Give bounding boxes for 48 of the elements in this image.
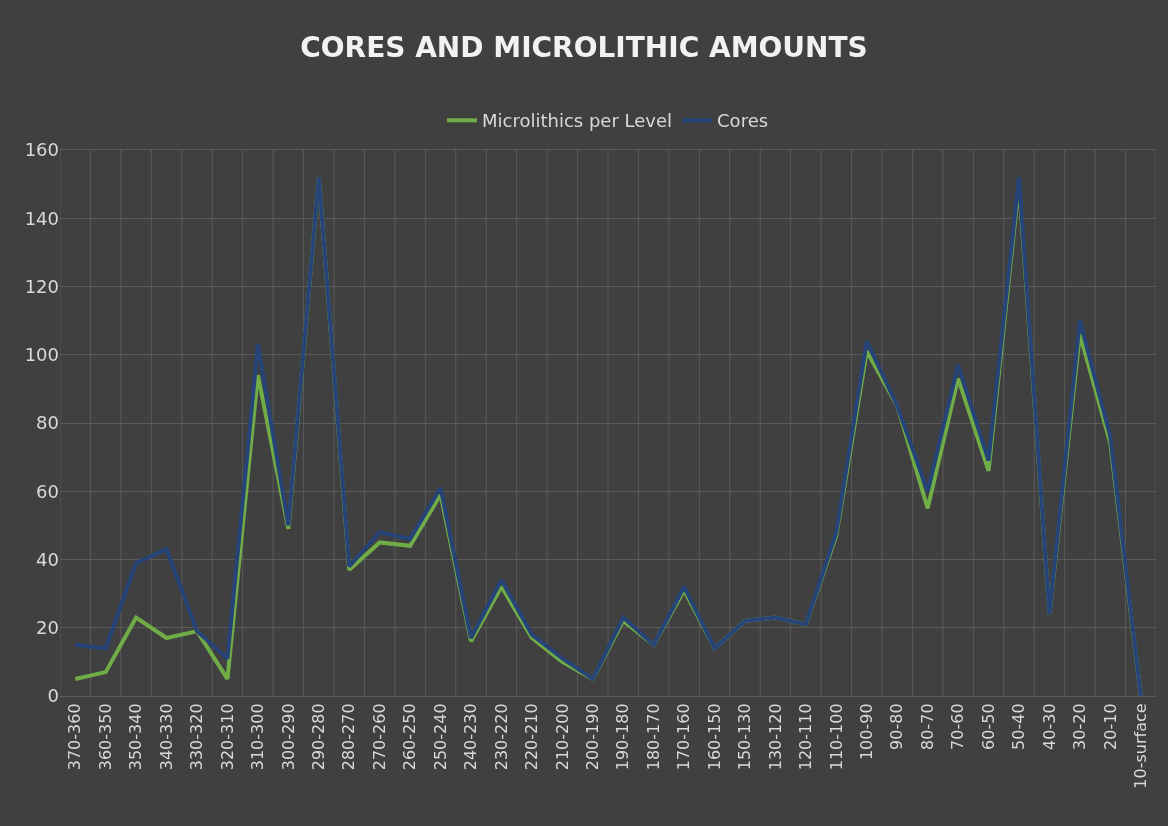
y-tick-label: 20 — [36, 617, 59, 639]
y-tick-label: 40 — [36, 548, 59, 570]
x-tick-label: 330-320 — [187, 703, 207, 771]
x-tick-label: 320-310 — [217, 703, 237, 771]
y-tick-label: 140 — [24, 207, 59, 229]
x-tick-label: 210-200 — [552, 703, 572, 771]
x-tick-label: 40-30 — [1039, 703, 1059, 750]
x-tick-label: 230-220 — [491, 703, 511, 771]
y-tick-label: 100 — [24, 344, 59, 366]
x-tick-label: 260-250 — [400, 703, 420, 771]
y-tick-label: 0 — [47, 685, 59, 707]
x-tick-label: 90-80 — [887, 703, 907, 750]
chart-title: CORES AND MICROLITHIC AMOUNTS — [300, 30, 868, 64]
x-tick-label: 240-230 — [461, 703, 481, 771]
x-tick-label: 310-300 — [248, 703, 268, 771]
x-tick-label: 280-270 — [339, 703, 359, 771]
x-tick-label: 290-280 — [308, 703, 328, 771]
x-tick-label: 100-90 — [856, 703, 876, 761]
x-tick-label: 220-210 — [522, 703, 542, 771]
x-tick-label: 180-170 — [643, 703, 663, 771]
y-tick-label: 80 — [36, 412, 59, 434]
x-tick-label: 250-240 — [430, 703, 450, 771]
x-tick-label: 120-110 — [796, 703, 816, 771]
legend-label: Cores — [717, 110, 769, 132]
x-tick-label: 110-100 — [826, 703, 846, 771]
x-tick-label: 350-340 — [126, 703, 146, 771]
y-tick-label: 160 — [24, 139, 59, 161]
x-tick-label: 130-120 — [765, 703, 785, 771]
x-tick-label: 300-290 — [278, 703, 298, 771]
x-tick-label: 340-330 — [156, 703, 176, 771]
x-tick-label: 190-180 — [613, 703, 633, 771]
legend-label: Microlithics per Level — [482, 110, 673, 132]
x-tick-label: 50-40 — [1009, 703, 1029, 750]
y-tick-label: 60 — [36, 480, 59, 502]
x-tick-label: 360-350 — [95, 703, 115, 771]
x-tick-label: 270-260 — [369, 703, 389, 771]
x-tick-label: 30-20 — [1070, 703, 1090, 750]
x-tick-label: 60-50 — [978, 703, 998, 750]
x-tick-label: 200-190 — [582, 703, 602, 771]
y-tick-label: 120 — [24, 275, 59, 297]
x-tick-label: 150-130 — [735, 703, 755, 771]
x-tick-label: 20-10 — [1100, 703, 1120, 750]
x-tick-label: 370-360 — [65, 703, 85, 771]
x-tick-label: 160-150 — [704, 703, 724, 771]
x-tick-label: 10-surface — [1130, 703, 1150, 789]
x-tick-label: 70-60 — [948, 703, 968, 750]
x-tick-label: 80-70 — [917, 703, 937, 750]
x-tick-label: 170-160 — [674, 703, 694, 771]
